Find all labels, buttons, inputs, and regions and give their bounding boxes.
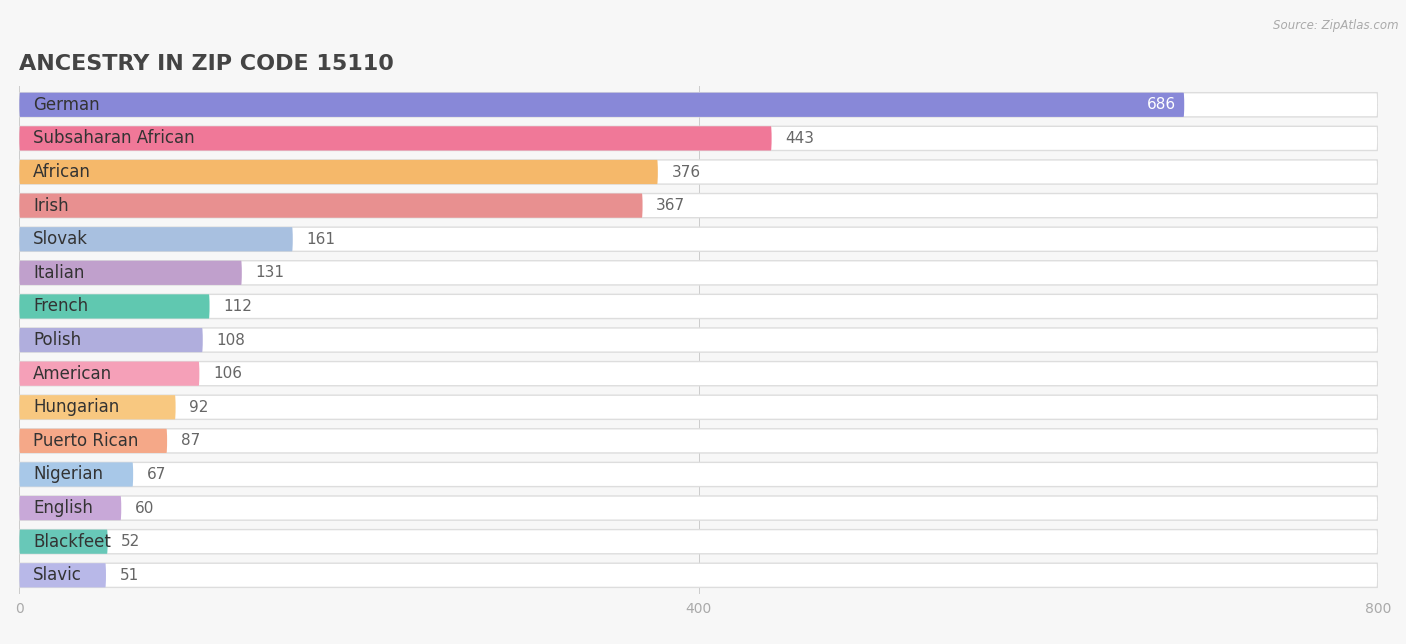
Text: French: French [32, 298, 89, 316]
Text: 67: 67 [146, 467, 166, 482]
Text: 161: 161 [307, 232, 336, 247]
Text: 87: 87 [181, 433, 200, 448]
FancyBboxPatch shape [20, 294, 209, 319]
FancyBboxPatch shape [20, 462, 134, 487]
FancyBboxPatch shape [20, 361, 200, 386]
Text: Source: ZipAtlas.com: Source: ZipAtlas.com [1274, 19, 1399, 32]
FancyBboxPatch shape [20, 529, 1378, 554]
FancyBboxPatch shape [20, 227, 1378, 251]
Text: American: American [32, 365, 112, 383]
FancyBboxPatch shape [20, 462, 1378, 487]
Text: Irish: Irish [32, 196, 69, 214]
FancyBboxPatch shape [20, 160, 658, 184]
Text: 112: 112 [224, 299, 252, 314]
Text: Blackfeet: Blackfeet [32, 533, 111, 551]
FancyBboxPatch shape [20, 294, 1378, 319]
FancyBboxPatch shape [20, 227, 292, 251]
FancyBboxPatch shape [20, 395, 176, 419]
Text: 686: 686 [1147, 97, 1175, 112]
Text: Subsaharan African: Subsaharan African [32, 129, 194, 147]
FancyBboxPatch shape [20, 328, 1378, 352]
Text: 52: 52 [121, 534, 141, 549]
FancyBboxPatch shape [20, 361, 1378, 386]
FancyBboxPatch shape [20, 328, 202, 352]
Text: English: English [32, 499, 93, 517]
FancyBboxPatch shape [20, 160, 1378, 184]
Text: Hungarian: Hungarian [32, 398, 120, 416]
FancyBboxPatch shape [20, 126, 772, 151]
Text: 376: 376 [672, 164, 700, 180]
Text: African: African [32, 163, 91, 181]
FancyBboxPatch shape [20, 564, 105, 587]
Text: 131: 131 [256, 265, 284, 280]
FancyBboxPatch shape [20, 429, 167, 453]
Text: Slovak: Slovak [32, 230, 89, 248]
Text: 51: 51 [120, 568, 139, 583]
Text: German: German [32, 96, 100, 114]
Text: 92: 92 [190, 400, 208, 415]
Text: 367: 367 [657, 198, 685, 213]
FancyBboxPatch shape [20, 261, 242, 285]
FancyBboxPatch shape [20, 564, 1378, 587]
FancyBboxPatch shape [20, 126, 1378, 151]
Text: Puerto Rican: Puerto Rican [32, 432, 138, 450]
Text: Nigerian: Nigerian [32, 466, 103, 484]
Text: Italian: Italian [32, 264, 84, 282]
FancyBboxPatch shape [20, 395, 1378, 419]
Text: ANCESTRY IN ZIP CODE 15110: ANCESTRY IN ZIP CODE 15110 [20, 53, 394, 73]
FancyBboxPatch shape [20, 261, 1378, 285]
FancyBboxPatch shape [20, 529, 108, 554]
Text: 443: 443 [785, 131, 814, 146]
FancyBboxPatch shape [20, 429, 1378, 453]
FancyBboxPatch shape [20, 193, 1378, 218]
Text: 60: 60 [135, 500, 155, 516]
Text: 108: 108 [217, 332, 245, 348]
Text: 106: 106 [212, 366, 242, 381]
FancyBboxPatch shape [20, 93, 1184, 117]
FancyBboxPatch shape [20, 93, 1378, 117]
Text: Slavic: Slavic [32, 566, 82, 584]
FancyBboxPatch shape [20, 496, 1378, 520]
FancyBboxPatch shape [20, 496, 121, 520]
FancyBboxPatch shape [20, 193, 643, 218]
Text: Polish: Polish [32, 331, 82, 349]
